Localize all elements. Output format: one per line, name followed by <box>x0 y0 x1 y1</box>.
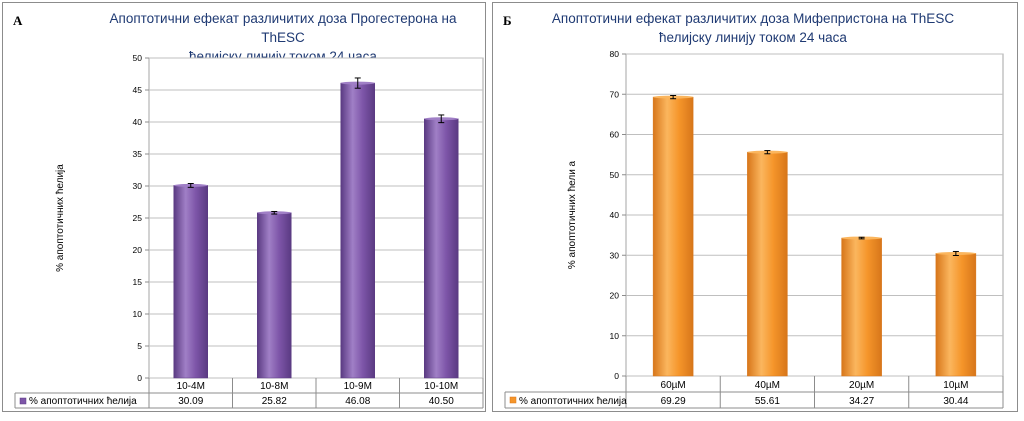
data-table-value: 30.44 <box>943 396 968 407</box>
chart-svg-b: 0 10 20 30 40 50 60 70 80 % апоптотичних ћели а 60… <box>504 49 1004 409</box>
data-table-value: 40.50 <box>429 396 454 407</box>
y-tick-label: 40 <box>610 210 620 220</box>
legend-key <box>509 396 517 404</box>
y-tick-label: 70 <box>610 89 620 99</box>
y-tick-label: 30 <box>133 181 143 191</box>
y-tick-label: 25 <box>133 213 143 223</box>
y-tick-label: 50 <box>610 170 620 180</box>
x-category-label: 10-8M <box>260 381 288 392</box>
x-category-label: 40µM <box>755 380 780 391</box>
bar <box>935 253 977 377</box>
chart-panel-a: А Апоптотични ефекат различитих доза Про… <box>2 2 486 412</box>
legend-key <box>19 397 27 405</box>
panel-letter: А <box>13 13 23 28</box>
chart-panel-b: Б Апоптотични ефекат различитих доза Миф… <box>492 2 1018 412</box>
bar <box>747 151 788 377</box>
y-tick-label: 20 <box>133 245 143 255</box>
chart-title-line-1: Апоптотични ефекат различитих доза Мифеп… <box>551 11 955 26</box>
y-tick-label: 45 <box>133 85 143 95</box>
bar <box>257 212 292 379</box>
chart-svg-a: 0 5 10 15 20 25 30 35 40 45 50 % апоптотичних ћелиј… <box>14 53 484 409</box>
legend-series-name: % апоптотичних ћелија <box>29 396 137 407</box>
x-category-label: 60µM <box>661 380 686 391</box>
panel-letter: Б <box>503 13 512 28</box>
x-category-label: 10µM <box>943 380 968 391</box>
x-category-label: 10-4M <box>177 381 205 392</box>
bar <box>841 237 882 377</box>
chart-title: Апоптотични ефекат различитих доза Мифеп… <box>543 9 963 47</box>
y-tick-label: 40 <box>133 117 143 127</box>
data-table-value: 55.61 <box>755 396 780 407</box>
y-tick-label: 20 <box>610 291 620 301</box>
y-tick-label: 0 <box>137 373 142 383</box>
data-table-value: 34.27 <box>849 396 874 407</box>
x-category-label: 10-9M <box>344 381 372 392</box>
y-tick-label: 5 <box>137 341 142 351</box>
y-tick-label: 0 <box>614 371 619 381</box>
y-axis-label: % апоптотичних ћелија <box>55 164 66 272</box>
bar <box>340 82 375 379</box>
bar <box>424 118 459 379</box>
y-tick-label: 15 <box>133 277 143 287</box>
data-table-value: 25.82 <box>262 396 287 407</box>
bar <box>173 185 208 379</box>
y-tick-label: 10 <box>610 331 620 341</box>
y-tick-label: 30 <box>610 250 620 260</box>
chart-title-line-2: ћелијску линију током 24 часа <box>659 30 847 45</box>
y-tick-label: 80 <box>610 49 620 59</box>
data-table-value: 30.09 <box>178 396 203 407</box>
chart-title-line-1: Апоптотични ефекат различитих доза Проге… <box>109 11 457 45</box>
legend-series-name: % апоптотичних ћелија <box>519 396 627 407</box>
y-tick-label: 60 <box>610 130 620 140</box>
y-tick-label: 35 <box>133 149 143 159</box>
data-table-value: 46.08 <box>345 396 370 407</box>
x-category-label: 20µM <box>849 380 874 391</box>
x-category-label: 10-10M <box>424 381 458 392</box>
bar <box>652 96 694 377</box>
y-tick-label: 50 <box>133 53 143 63</box>
data-table-value: 69.29 <box>661 396 686 407</box>
y-axis-label: % апоптотичних ћели а <box>567 160 578 269</box>
y-tick-label: 10 <box>133 309 143 319</box>
